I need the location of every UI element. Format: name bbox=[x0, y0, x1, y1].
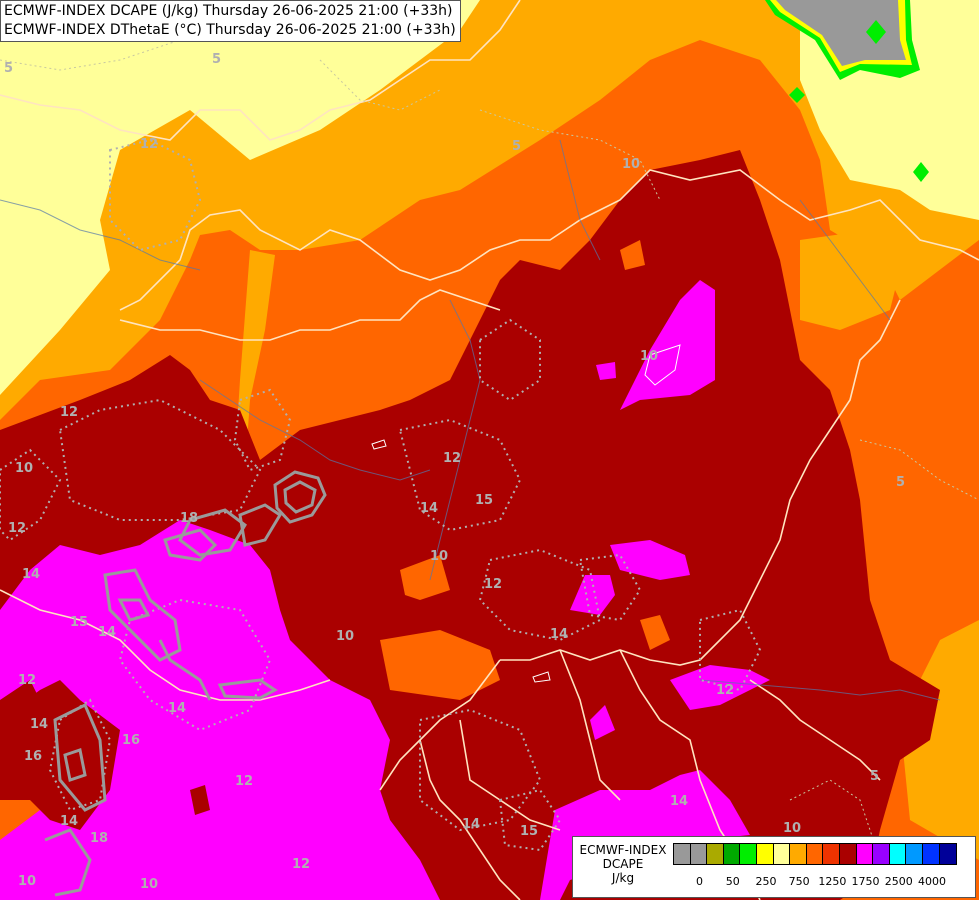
rivers bbox=[0, 139, 941, 701]
contour-label: 5 bbox=[512, 139, 521, 154]
contour-label: 5 bbox=[870, 769, 879, 784]
dthetae-contours bbox=[0, 138, 762, 852]
legend-tick-label: 2500 bbox=[884, 875, 913, 888]
legend-swatch bbox=[906, 844, 923, 864]
contour-label: 16 bbox=[24, 749, 42, 764]
legend-tick-label: 0 bbox=[696, 875, 704, 888]
dcape-zone-green-spot3 bbox=[866, 20, 886, 44]
contour-label: 5 bbox=[4, 61, 13, 76]
dcape-zone-1250-pocket3 bbox=[640, 615, 670, 650]
contour-label: 14 bbox=[30, 717, 48, 732]
contour-label: 18 bbox=[180, 511, 198, 526]
contour-label: 12 bbox=[235, 774, 253, 789]
contour-label: 15 bbox=[70, 615, 88, 630]
contour-label: 12 bbox=[443, 451, 461, 466]
contour-label: 5 bbox=[212, 52, 221, 67]
contour-label: 15 bbox=[475, 493, 493, 508]
contour-label: 10 bbox=[18, 874, 36, 889]
contour-label: 10 bbox=[430, 549, 448, 564]
legend-swatch bbox=[740, 844, 757, 864]
contour-label: 12 bbox=[292, 857, 310, 872]
contour-label: 10 bbox=[15, 461, 33, 476]
contour-label: 14 bbox=[420, 501, 438, 516]
legend-title-line2: DCAPE bbox=[602, 857, 644, 871]
dcape-zone-750-west bbox=[235, 250, 275, 470]
contour-label: 12 bbox=[60, 405, 78, 420]
contour-labels: 5 5 5 5 10 10 10 10 10 10 12 12 12 12 12… bbox=[4, 52, 905, 892]
legend-units: J/kg bbox=[611, 871, 635, 885]
contour-label: 16 bbox=[122, 733, 140, 748]
contour-label: 14 bbox=[60, 814, 78, 829]
contour-label: 10 bbox=[783, 821, 801, 836]
contour-label: 14 bbox=[168, 701, 186, 716]
legend-swatch bbox=[839, 844, 857, 864]
legend-swatch bbox=[723, 844, 741, 864]
dcape-zone-1750-inner2 bbox=[190, 785, 210, 815]
dcape-zone-2500-c1 bbox=[610, 540, 690, 580]
contour-label: 14 bbox=[22, 567, 40, 582]
dthetae-contours-high bbox=[44, 470, 327, 897]
dcape-zone-1250-pocket1 bbox=[380, 630, 500, 700]
dcape-zone-2500-c4 bbox=[590, 705, 615, 740]
legend-swatch bbox=[674, 844, 691, 864]
contour-label: 12 bbox=[140, 137, 158, 152]
lakes bbox=[371, 344, 681, 683]
legend-tick-label: 250 bbox=[755, 875, 777, 888]
contour-label: 10 bbox=[140, 877, 158, 892]
legend-swatches bbox=[673, 843, 958, 865]
legend-swatch bbox=[806, 844, 824, 864]
contour-label: 12 bbox=[8, 521, 26, 536]
legend-ticks: 0 50 250 750 1250 1750 2500 4000 bbox=[673, 875, 973, 889]
dcape-zone-green-spot1 bbox=[789, 87, 805, 103]
legend-title: ECMWF-INDEX DCAPE J/kg bbox=[577, 843, 669, 885]
legend-swatch bbox=[856, 844, 874, 864]
contour-label: 14 bbox=[462, 817, 480, 832]
dcape-zone-grey-ne bbox=[776, 0, 906, 66]
legend-tick-label: 4000 bbox=[917, 875, 946, 888]
dcape-zone-2500-c2 bbox=[570, 575, 615, 615]
dcape-zone-1250-pocket5 bbox=[620, 240, 645, 270]
contour-label: 14 bbox=[670, 794, 688, 809]
legend-tick-label: 1750 bbox=[851, 875, 880, 888]
dcape-zone-2500-ne bbox=[620, 280, 715, 410]
contour-label: 14 bbox=[98, 625, 116, 640]
dthetae-contours-light bbox=[0, 0, 979, 861]
dcape-zone-1250-pocket2 bbox=[400, 555, 450, 600]
contour-label: 10 bbox=[640, 349, 658, 364]
legend-swatch bbox=[823, 844, 840, 864]
contour-label: 12 bbox=[716, 683, 734, 698]
dcape-zone-2500-c3 bbox=[670, 665, 770, 710]
contour-label: 14 bbox=[550, 627, 568, 642]
contour-label: 15 bbox=[520, 824, 538, 839]
legend-swatch bbox=[756, 844, 774, 864]
legend-tick-label: 50 bbox=[725, 875, 740, 888]
legend-swatch bbox=[707, 844, 724, 864]
legend-swatch bbox=[889, 844, 907, 864]
legend-swatch bbox=[690, 844, 708, 864]
dcape-title: ECMWF-INDEX DCAPE (J/kg) Thursday 26-06-… bbox=[4, 3, 453, 19]
legend-swatch bbox=[922, 844, 940, 864]
dcape-zone-green-spot2 bbox=[913, 162, 929, 182]
legend-tick-label: 750 bbox=[788, 875, 810, 888]
dcape-zone-750-east bbox=[800, 230, 900, 330]
color-legend: ECMWF-INDEX DCAPE J/kg 0 50 250 750 1250 1750… bbox=[572, 836, 976, 898]
legend-title-line1: ECMWF-INDEX bbox=[579, 843, 667, 857]
map-title-box: ECMWF-INDEX DCAPE (J/kg) Thursday 26-06-… bbox=[0, 0, 461, 42]
contour-label: 12 bbox=[484, 577, 502, 592]
dthetae-title: ECMWF-INDEX DThetaE (°C) Thursday 26-06-… bbox=[4, 22, 456, 38]
contour-label: 10 bbox=[622, 157, 640, 172]
dcape-zone-2500-west bbox=[0, 520, 440, 900]
legend-swatch bbox=[773, 844, 791, 864]
contour-label: 5 bbox=[896, 475, 905, 490]
contour-label: 18 bbox=[90, 831, 108, 846]
legend-swatch bbox=[873, 844, 890, 864]
legend-swatch bbox=[939, 844, 957, 864]
dcape-zone-2500-c5 bbox=[596, 362, 616, 380]
contour-label: 10 bbox=[336, 629, 354, 644]
contour-label: 12 bbox=[18, 673, 36, 688]
legend-tick-label: 1250 bbox=[818, 875, 847, 888]
legend-swatch bbox=[790, 844, 807, 864]
